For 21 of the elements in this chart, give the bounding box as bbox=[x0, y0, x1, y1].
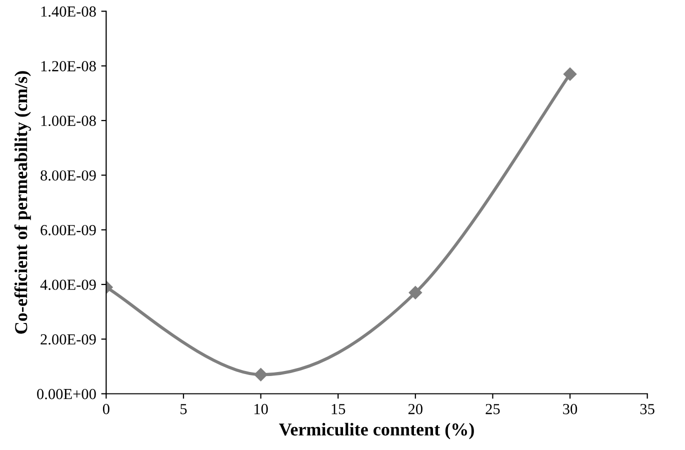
point bbox=[563, 68, 577, 81]
y-tick-label: 0.00E+00 bbox=[37, 388, 96, 400]
y-tick-label: 4.00E-09 bbox=[40, 280, 96, 290]
x-tick-label: 5 bbox=[180, 404, 187, 414]
point bbox=[408, 286, 422, 300]
x-tick-label: 30 bbox=[563, 404, 578, 414]
x-tick-label: 25 bbox=[486, 404, 500, 414]
point bbox=[254, 368, 268, 382]
y-axis-title: Co-efficient of permeability (cm/s) bbox=[14, 71, 31, 334]
y-tick-label: 6.00E-09 bbox=[40, 224, 96, 236]
x-tick-label: 15 bbox=[332, 404, 346, 414]
x-axis-title: Vermiculite conntent (%) bbox=[279, 422, 474, 440]
y-tick-label: 2.00E-09 bbox=[40, 334, 96, 345]
x-tick-label: 35 bbox=[640, 404, 654, 414]
y-tick-label: 1.20E-08 bbox=[41, 61, 96, 72]
y-tick-label: 1.40E-08 bbox=[41, 6, 96, 17]
x-tick-label: 20 bbox=[408, 404, 422, 414]
y-tick-label: 1.00E-08 bbox=[41, 116, 96, 126]
y-tick-label: 8.00E-09 bbox=[40, 170, 96, 181]
x-tick-label: 10 bbox=[254, 404, 268, 414]
x-tick-label: 0 bbox=[102, 404, 110, 414]
